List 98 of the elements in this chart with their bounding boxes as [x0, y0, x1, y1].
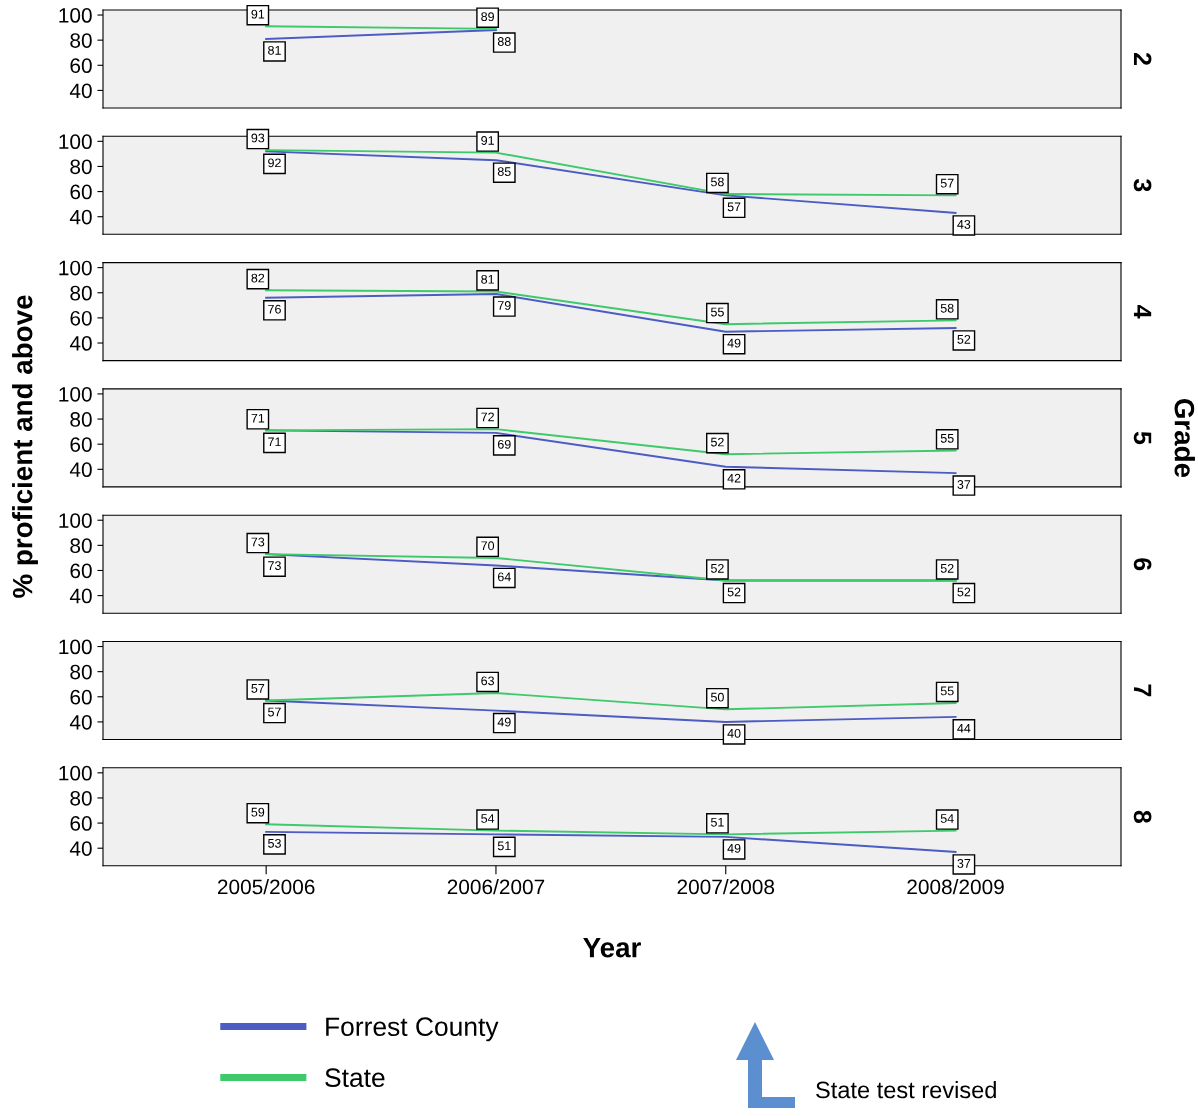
y2-axis-title: 2	[1133, 52, 1152, 65]
data-label: 50	[710, 692, 724, 702]
y-tick-label: 80	[70, 412, 92, 427]
y-tick-label: 40	[69, 462, 92, 478]
data-label: 51	[710, 817, 724, 827]
data-label: 58	[710, 177, 724, 187]
x-tick-label: 2005/2006	[217, 878, 315, 895]
y-tick-label: 80	[70, 664, 92, 680]
data-label: 85	[497, 167, 511, 177]
y-tick-label: 100	[59, 386, 92, 402]
y-tick-label: 60	[70, 58, 92, 74]
y-tick-label: 100	[59, 134, 92, 150]
data-label: 72	[481, 412, 494, 422]
y-tick-label: 100	[59, 765, 92, 781]
data-label: 70	[481, 541, 495, 551]
data-label: 52	[957, 587, 971, 597]
y2-axis-title: 4	[1133, 305, 1152, 319]
data-label: 52	[957, 334, 971, 344]
data-label: 63	[481, 676, 495, 686]
y-tick-label: 100	[59, 513, 92, 528]
data-label: 64	[497, 572, 511, 582]
data-label: 76	[268, 304, 281, 314]
data-label: 44	[957, 724, 971, 733]
data-label: 57	[268, 707, 281, 717]
y-tick-label: 40	[69, 336, 92, 351]
y-tick-label: 80	[70, 159, 92, 175]
x-tick-label: 2006/2007	[447, 878, 545, 895]
y-tick-label: 60	[70, 437, 92, 452]
y-tick-label: 100	[59, 260, 92, 276]
data-label: 52	[710, 563, 724, 573]
data-label: 73	[251, 537, 265, 547]
y-tick-label: 80	[70, 285, 92, 301]
y2-axis-title: 5	[1133, 431, 1152, 445]
data-label: 91	[481, 136, 494, 145]
y2-axis-title: 6	[1133, 558, 1152, 571]
text: State test revised	[816, 1080, 996, 1099]
data-label: 52	[710, 437, 724, 447]
x-tick-label: 2007/2008	[677, 878, 775, 895]
data-label: 57	[251, 684, 265, 693]
data-label: 88	[497, 37, 511, 46]
data-label: 54	[940, 814, 954, 823]
data-label: 42	[727, 473, 741, 483]
data-label: 52	[727, 587, 741, 597]
data-label: 43	[957, 219, 971, 229]
data-label: 79	[497, 301, 511, 310]
legend-label: State	[325, 1068, 385, 1088]
y2-axis-title: 3	[1133, 178, 1152, 192]
y-tick-label: 60	[70, 563, 92, 579]
data-label: 49	[727, 338, 741, 348]
y-tick-label: 40	[69, 714, 92, 730]
data-label: 71	[251, 413, 265, 423]
y2-axis-title: 7	[1133, 684, 1152, 697]
data-label: 54	[481, 814, 495, 823]
data-label: 81	[268, 45, 281, 55]
y-tick-label: 60	[70, 184, 92, 200]
y-tick-label: 80	[70, 790, 92, 806]
data-label: 57	[940, 178, 954, 188]
line-series	[265, 293, 957, 333]
data-label: 73	[268, 561, 281, 570]
x-axis-title: Year	[583, 938, 641, 958]
y-axis-title: % proficient and above	[12, 295, 38, 598]
data-label: 52	[940, 563, 954, 573]
y-tick-label: 40	[69, 588, 92, 604]
y-tick-label: 60	[70, 310, 92, 326]
data-label: 58	[940, 303, 954, 313]
data-label: 89	[481, 12, 494, 22]
data-label: 49	[727, 843, 741, 853]
y2-axis-title: 8	[1133, 810, 1152, 823]
data-label: 53	[268, 838, 281, 848]
data-label: 71	[268, 437, 281, 447]
data-label: 91	[251, 9, 265, 19]
data-label: 59	[251, 807, 265, 817]
data-label: 37	[957, 480, 971, 489]
data-label: 37	[957, 858, 971, 868]
data-label: 57	[727, 202, 741, 212]
data-label: 82	[251, 273, 265, 283]
text: Grade	[1174, 398, 1195, 478]
y-tick-label: 100	[59, 639, 92, 655]
data-label: 40	[727, 728, 741, 738]
data-label: 55	[940, 686, 954, 696]
data-label: 69	[497, 439, 511, 449]
data-label: 51	[497, 841, 511, 851]
x-tick-label: 2008/2009	[907, 878, 1004, 895]
y-tick-label: 100	[59, 8, 92, 23]
y-tick-label: 80	[70, 538, 92, 554]
y-tick-label: 40	[69, 83, 92, 99]
legend-label: Forrest County	[326, 1017, 499, 1042]
data-label: 55	[710, 307, 724, 317]
data-label: 93	[251, 133, 265, 143]
data-label: 55	[940, 433, 954, 443]
data-label: 49	[497, 717, 511, 727]
data-label: 92	[268, 158, 281, 168]
data-label: 81	[481, 274, 494, 284]
y-tick-label: 80	[70, 33, 92, 48]
y-tick-label: 60	[70, 816, 92, 831]
y-tick-label: 40	[69, 209, 92, 225]
y-tick-label: 60	[70, 689, 92, 705]
y-tick-label: 40	[69, 841, 92, 856]
